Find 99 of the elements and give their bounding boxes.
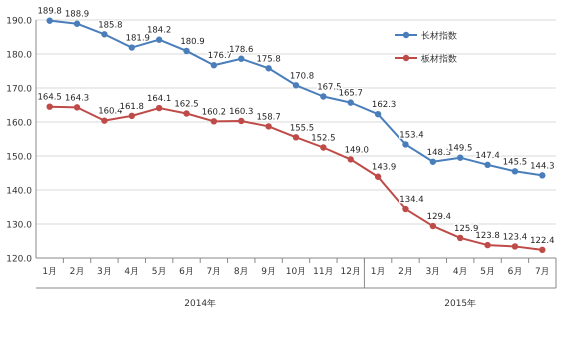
x-tick-label: 12月 [340,267,361,277]
data-label: 181.9 [126,34,150,44]
point [128,112,135,120]
point [512,243,518,250]
data-label: 123.8 [475,231,500,242]
point [512,168,518,174]
y-tick-label: 130.0 [6,220,32,230]
point [238,56,244,62]
point [156,36,162,43]
point [348,99,354,106]
point [430,158,436,165]
point [457,154,464,161]
data-label: 152.5 [311,134,336,144]
data-label: 175.8 [256,54,281,64]
data-label: 134.4 [399,195,424,206]
point [292,134,300,140]
text: 2015年 [444,298,476,309]
y-tick-label: 180.0 [6,50,32,60]
point [238,118,244,124]
data-label: 185.8 [98,20,123,30]
legend-label: 长材指数 [421,30,457,42]
data-label: 160.3 [229,106,254,117]
data-label: 184.2 [146,26,172,36]
data-label: 164.3 [64,93,90,104]
y-tick-label: 170.0 [6,84,32,94]
point [74,104,80,111]
y-tick-label: 140.0 [6,186,32,196]
data-label: 162.3 [372,100,396,110]
point [320,144,327,151]
data-label: 165.7 [338,88,363,99]
x-tick-label: 9月 [261,267,276,277]
data-label: 164.5 [38,92,62,103]
point [320,93,327,100]
x-tick-label: 4月 [452,267,468,277]
data-label: 155.5 [290,123,314,134]
point [265,65,272,72]
x-tick-label: 8月 [234,267,249,277]
point [265,123,272,130]
x-tick-label: 10月 [286,267,306,277]
data-label: 160.2 [202,107,226,118]
point [374,174,382,180]
data-label: 180.9 [180,36,205,47]
point [210,118,218,125]
y-tick-label: 190.0 [6,16,32,26]
point [457,234,464,242]
y-tick-label: 120.0 [6,254,32,264]
y-tick-label: 160.0 [6,118,32,128]
x-tick-label: 6月 [179,267,194,277]
x-tick-label: 2月 [398,267,413,277]
point [101,117,108,124]
y-tick-label: 150.0 [6,152,32,162]
point [128,44,135,51]
x-tick-label: 4月 [124,267,140,277]
point [539,246,546,254]
x-tick-label: 6月 [508,267,522,277]
x-tick-label: 7月 [206,267,222,277]
data-label: 147.4 [475,150,500,161]
data-label: 123.4 [502,232,528,242]
point [101,31,108,38]
x-tick-label: 1月 [370,267,386,277]
point [156,104,162,112]
point [539,172,546,179]
point [46,17,53,24]
data-label: 144.3 [530,161,554,172]
data-label: 122.4 [530,236,554,246]
point [183,48,190,54]
point [183,110,190,117]
data-label: 153.4 [399,130,424,140]
data-label: 162.5 [174,100,199,110]
point [210,62,218,68]
point [402,141,409,148]
data-label: 188.9 [64,10,90,20]
data-label: 145.5 [502,157,528,168]
point [402,206,409,212]
point [484,162,491,168]
data-label: 158.7 [256,112,281,122]
data-label: 170.8 [290,71,314,82]
x-tick-label: 5月 [152,267,167,277]
data-label: 149.0 [344,145,369,156]
x-tick-label: 1月 [42,267,58,277]
x-tick-label: 2月 [70,267,84,277]
data-label: 129.4 [426,212,452,222]
data-label: 164.1 [146,94,172,104]
point [374,110,382,118]
point [348,156,354,163]
data-label: 189.8 [38,6,62,17]
point [484,242,491,248]
x-tick-label: 7月 [534,267,550,277]
data-label: 143.9 [372,162,396,173]
x-tick-label: 11月 [313,267,334,277]
point [74,20,80,27]
x-tick-label: 5月 [480,267,495,277]
text: 2014年 [184,298,216,309]
point [430,222,436,230]
legend-label: 板材指数 [420,54,457,64]
point [46,104,53,110]
x-tick-label: 3月 [425,267,440,277]
point [292,82,300,88]
x-tick-label: 3月 [97,267,112,277]
